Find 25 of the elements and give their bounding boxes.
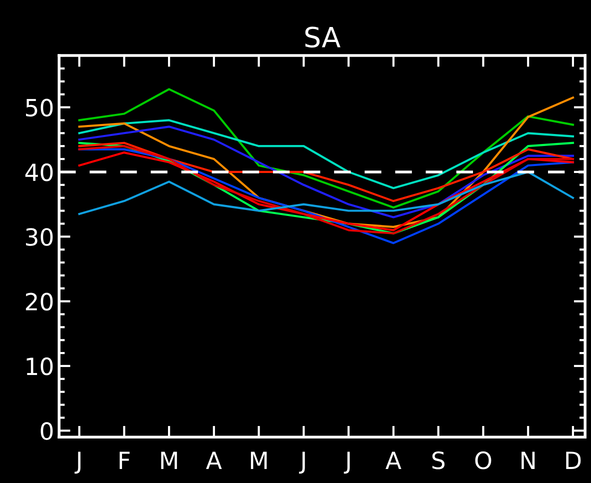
line-series [78, 126, 574, 218]
y-tick-label: 50 [26, 98, 53, 117]
x-tick-label: J [298, 452, 305, 474]
x-tick-label: O [475, 451, 492, 470]
line-series [78, 96, 574, 228]
x-tick-label: A [386, 452, 402, 469]
y-tick-label: 30 [26, 228, 53, 246]
y-tick-label: 0 [40, 422, 53, 440]
y-tick-label: 10 [26, 357, 53, 376]
line-series [78, 142, 574, 202]
x-tick-label: J [74, 452, 80, 474]
x-tick-label: A [206, 452, 222, 469]
x-tick-label: D [566, 452, 581, 469]
x-tick-label: J [344, 452, 350, 474]
x-tick-label: M [161, 452, 177, 469]
y-tick-label: 40 [25, 163, 53, 182]
chart-title: SA [305, 26, 340, 48]
y-tick-label: 20 [26, 292, 53, 311]
line-series [78, 88, 574, 209]
line-series [78, 119, 574, 190]
x-tick-label: M [250, 452, 267, 469]
x-tick-label: N [522, 452, 535, 469]
line-series [78, 170, 574, 216]
x-tick-label: S [432, 451, 445, 470]
x-tick-label: F [120, 452, 130, 469]
